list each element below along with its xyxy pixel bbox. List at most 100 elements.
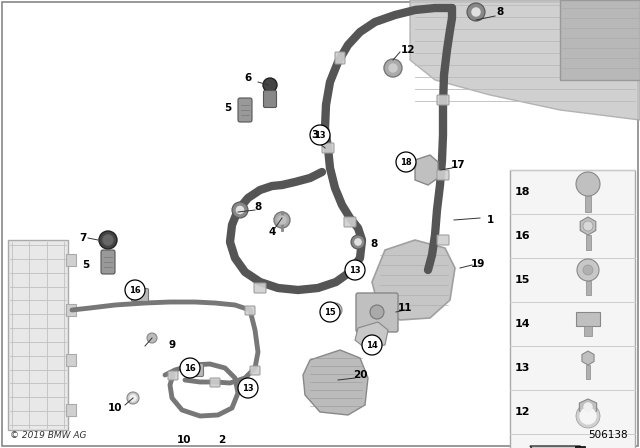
Circle shape	[125, 280, 145, 300]
Text: 5: 5	[225, 103, 232, 113]
Circle shape	[180, 358, 200, 378]
Bar	[575, 446, 585, 448]
Circle shape	[396, 152, 416, 172]
FancyBboxPatch shape	[101, 250, 115, 274]
Circle shape	[232, 202, 248, 218]
Circle shape	[583, 265, 593, 275]
Text: 9: 9	[168, 340, 175, 350]
Circle shape	[147, 333, 157, 343]
Circle shape	[389, 64, 397, 72]
Circle shape	[310, 125, 330, 145]
Circle shape	[355, 239, 361, 245]
Text: 8: 8	[254, 202, 262, 212]
Text: 20: 20	[353, 370, 367, 380]
Text: 506138: 506138	[588, 430, 628, 440]
Text: 2: 2	[218, 435, 226, 445]
Text: 18: 18	[400, 158, 412, 167]
Circle shape	[99, 231, 117, 249]
FancyBboxPatch shape	[250, 366, 260, 375]
Circle shape	[103, 235, 113, 245]
Circle shape	[351, 235, 365, 249]
FancyBboxPatch shape	[437, 95, 449, 105]
FancyBboxPatch shape	[238, 98, 252, 122]
FancyBboxPatch shape	[437, 235, 449, 245]
Polygon shape	[415, 155, 438, 185]
FancyBboxPatch shape	[168, 371, 178, 380]
Bar	[8, 240, 68, 430]
FancyBboxPatch shape	[186, 363, 204, 376]
Text: 16: 16	[514, 231, 530, 241]
Text: 17: 17	[451, 160, 465, 170]
Text: © 2019 BMW AG: © 2019 BMW AG	[10, 431, 86, 440]
FancyBboxPatch shape	[344, 217, 356, 227]
Circle shape	[320, 302, 340, 322]
Bar	[586, 281, 591, 295]
Circle shape	[576, 172, 600, 196]
Circle shape	[274, 212, 290, 228]
FancyBboxPatch shape	[264, 90, 276, 108]
Text: 16: 16	[129, 285, 141, 294]
Circle shape	[580, 408, 596, 424]
Circle shape	[238, 378, 258, 398]
Text: 3: 3	[312, 130, 319, 140]
Text: 13: 13	[242, 383, 254, 392]
FancyBboxPatch shape	[210, 378, 220, 387]
Circle shape	[583, 221, 593, 231]
Polygon shape	[579, 399, 596, 415]
Circle shape	[278, 216, 286, 224]
Text: 15: 15	[515, 275, 530, 285]
Polygon shape	[580, 217, 596, 235]
Circle shape	[576, 404, 600, 428]
Bar	[586, 365, 590, 379]
Circle shape	[345, 260, 365, 280]
Bar	[586, 235, 591, 250]
Text: 4: 4	[268, 227, 276, 237]
FancyBboxPatch shape	[245, 306, 255, 315]
FancyBboxPatch shape	[335, 52, 345, 64]
FancyBboxPatch shape	[254, 283, 266, 293]
Bar	[66, 254, 76, 266]
Circle shape	[136, 292, 143, 298]
FancyBboxPatch shape	[437, 170, 449, 180]
Text: 8: 8	[497, 7, 504, 17]
Circle shape	[370, 305, 384, 319]
Text: 6: 6	[244, 73, 252, 83]
FancyBboxPatch shape	[356, 293, 398, 332]
Polygon shape	[582, 351, 594, 365]
Text: 15: 15	[324, 307, 336, 316]
Text: 19: 19	[471, 259, 485, 269]
Circle shape	[384, 59, 402, 77]
Text: 12: 12	[515, 407, 530, 417]
Circle shape	[472, 8, 480, 16]
Circle shape	[263, 78, 277, 92]
Text: 12: 12	[401, 45, 415, 55]
Text: 5: 5	[83, 260, 90, 270]
Polygon shape	[355, 322, 388, 348]
Text: 10: 10	[177, 435, 191, 445]
Polygon shape	[530, 446, 585, 448]
Text: 13: 13	[349, 266, 361, 275]
Text: 1: 1	[486, 215, 493, 225]
Polygon shape	[410, 0, 640, 120]
Polygon shape	[576, 312, 600, 326]
Text: 16: 16	[184, 363, 196, 372]
Circle shape	[362, 335, 382, 355]
FancyBboxPatch shape	[131, 289, 148, 302]
Text: 8: 8	[371, 239, 378, 249]
Text: 13: 13	[515, 363, 530, 373]
Text: 7: 7	[79, 233, 86, 243]
Bar	[66, 304, 76, 316]
Text: 11: 11	[397, 303, 412, 313]
FancyBboxPatch shape	[322, 143, 334, 153]
Circle shape	[467, 3, 485, 21]
Polygon shape	[372, 240, 455, 320]
Circle shape	[408, 161, 416, 169]
Circle shape	[127, 392, 139, 404]
Circle shape	[577, 259, 599, 281]
Text: 13: 13	[314, 130, 326, 139]
Circle shape	[191, 366, 198, 374]
Circle shape	[328, 303, 342, 317]
Text: 18: 18	[515, 187, 530, 197]
Bar	[66, 354, 76, 366]
Circle shape	[332, 307, 338, 313]
